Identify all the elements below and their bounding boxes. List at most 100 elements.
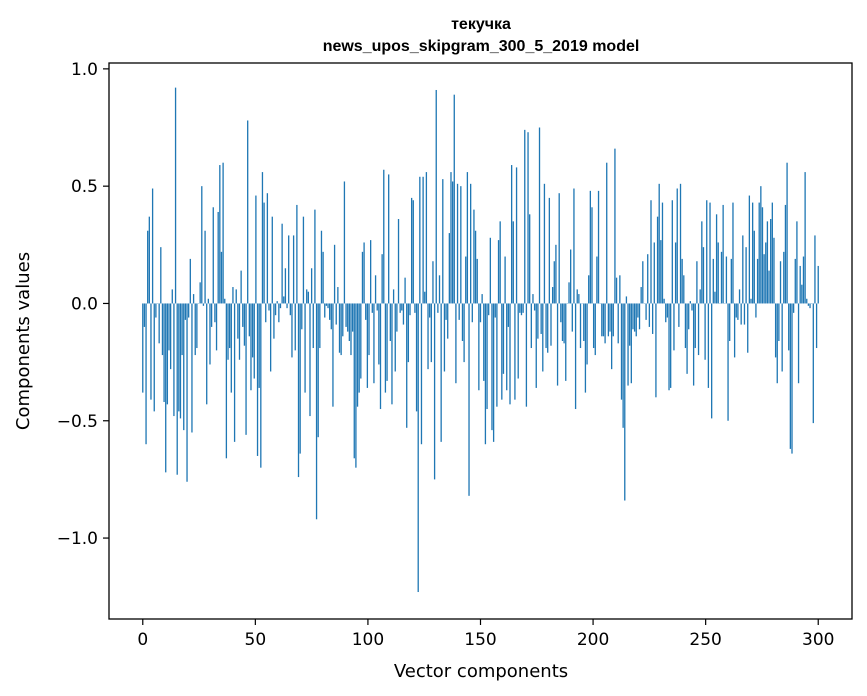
- bar-155: [396, 303, 398, 332]
- bar-83: [278, 303, 280, 323]
- bar-26: [184, 303, 187, 320]
- bar-65: [248, 303, 250, 337]
- bar-116: [332, 303, 334, 407]
- bar-300: [633, 303, 636, 332]
- bar-122: [342, 303, 344, 337]
- bar-305: [642, 261, 644, 304]
- bar-237: [530, 303, 532, 349]
- bar-111: [324, 303, 326, 318]
- bar-261: [570, 249, 572, 304]
- bar-51: [225, 303, 228, 459]
- bar-104: [312, 303, 314, 349]
- y-tick-label: 0.5: [71, 177, 98, 197]
- bar-323: [671, 200, 673, 304]
- bar-182: [440, 303, 442, 442]
- bar-47: [219, 165, 221, 304]
- bar-244: [542, 303, 544, 372]
- bar-325: [674, 242, 677, 304]
- bar-62: [243, 303, 246, 346]
- bar-126: [348, 303, 350, 341]
- bar-383: [770, 219, 772, 304]
- bar-393: [786, 162, 788, 304]
- bar-288: [614, 148, 616, 304]
- bar-231: [520, 303, 523, 316]
- bar-334: [689, 301, 691, 304]
- bar-170: [420, 303, 423, 445]
- bar-1: [143, 303, 146, 327]
- bar-43: [212, 207, 214, 304]
- x-tick-label: 0: [137, 630, 148, 650]
- bar-130: [355, 303, 357, 468]
- bar-67: [251, 303, 254, 358]
- bar-362: [735, 303, 737, 318]
- bar-186: [447, 303, 449, 339]
- bar-187: [448, 233, 450, 304]
- bar-128: [351, 303, 354, 332]
- bar-94: [296, 204, 298, 304]
- bar-221: [504, 256, 506, 304]
- bar-207: [481, 294, 483, 304]
- bar-24: [181, 303, 183, 356]
- bar-302: [637, 303, 639, 318]
- bar-183: [442, 179, 444, 304]
- bar-132: [358, 303, 360, 393]
- bar-263: [573, 188, 575, 304]
- bar-388: [778, 303, 780, 341]
- bar-185: [445, 303, 447, 320]
- bar-384: [771, 202, 773, 304]
- bar-229: [517, 303, 519, 379]
- y-tick-label: −0.5: [57, 412, 98, 432]
- bar-117: [333, 244, 336, 304]
- bar-361: [733, 303, 736, 358]
- bar-404: [804, 172, 806, 304]
- x-tick-label: 200: [577, 630, 609, 650]
- bar-247: [547, 303, 549, 353]
- bar-159: [402, 303, 405, 325]
- bar-275: [592, 303, 595, 349]
- bar-219: [501, 303, 503, 400]
- bar-16: [168, 303, 170, 351]
- bar-202: [473, 209, 475, 304]
- bar-390: [781, 303, 783, 372]
- bar-143: [376, 303, 378, 311]
- bar-405: [806, 298, 808, 304]
- bar-191: [455, 303, 457, 384]
- bar-46: [217, 211, 219, 304]
- bar-21: [176, 303, 178, 475]
- bar-386: [774, 303, 777, 358]
- bar-192: [456, 183, 459, 304]
- bar-287: [612, 303, 614, 337]
- bar-223: [507, 303, 510, 327]
- bar-167: [415, 303, 418, 412]
- bar-109: [320, 230, 323, 304]
- bar-337: [694, 303, 696, 349]
- bar-256: [561, 303, 564, 341]
- bar-113: [327, 303, 329, 309]
- bar-265: [576, 289, 578, 304]
- bar-125: [347, 303, 349, 332]
- bar-350: [715, 214, 718, 304]
- bar-70: [256, 303, 259, 456]
- bar-163: [409, 303, 411, 316]
- y-axis-ticks: −1.0 −0.5 0.0 0.5 1.0: [57, 60, 109, 549]
- bar-234: [525, 303, 528, 407]
- bar-360: [732, 202, 734, 304]
- bar-387: [776, 303, 778, 384]
- bar-297: [629, 303, 631, 346]
- bar-251: [553, 261, 555, 304]
- bar-277: [596, 256, 598, 304]
- bar-316: [660, 240, 662, 304]
- bar-378: [761, 207, 764, 304]
- bar-196: [463, 303, 465, 363]
- bar-396: [791, 303, 793, 454]
- bar-6: [151, 188, 154, 304]
- bar-7: [153, 303, 155, 412]
- bar-0: [142, 303, 144, 393]
- bar-211: [488, 303, 490, 316]
- bar-194: [460, 186, 462, 304]
- bar-409: [812, 303, 814, 424]
- bar-357: [727, 303, 729, 421]
- bar-197: [465, 256, 467, 304]
- bar-245: [543, 183, 546, 304]
- bar-293: [622, 303, 624, 428]
